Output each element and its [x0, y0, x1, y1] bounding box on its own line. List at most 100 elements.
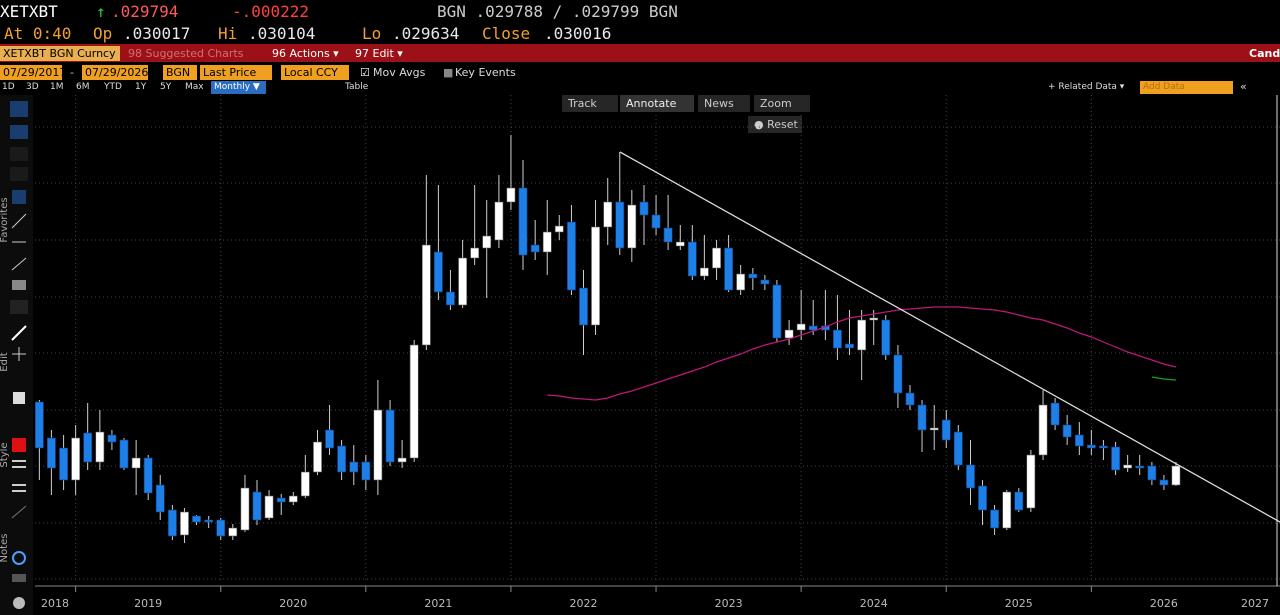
- reset-label: Reset: [767, 118, 798, 131]
- field[interactable]: Last Price: [200, 65, 272, 80]
- candle-body: [1014, 491, 1024, 511]
- suggested-charts[interactable]: 98 Suggested Charts: [128, 47, 244, 60]
- change: -.000222: [232, 2, 310, 21]
- candle-body: [651, 214, 661, 229]
- candle-body: [808, 325, 818, 331]
- period-button[interactable]: 3D: [26, 82, 39, 92]
- security[interactable]: XETXBT BGN Curncy: [0, 46, 120, 61]
- trendline: [619, 151, 1280, 523]
- candle-body: [204, 519, 214, 523]
- candle-body: [1050, 402, 1060, 426]
- candle-body: [35, 401, 44, 449]
- candle-body: [458, 257, 468, 306]
- candle-body: [784, 329, 794, 339]
- candle-body: [288, 495, 298, 503]
- candle-body: [966, 464, 975, 489]
- candle-body: [978, 485, 987, 511]
- candle-body: [615, 201, 625, 249]
- quote-label: Op: [93, 24, 113, 43]
- candle-body: [1026, 454, 1036, 509]
- checkbox[interactable]: ☑: [360, 66, 370, 79]
- frequency[interactable]: Monthly ▼: [211, 81, 266, 94]
- candle-body: [1062, 424, 1072, 438]
- candle-body: [95, 431, 105, 463]
- sidebar-label: Style: [0, 442, 10, 467]
- arrow: ↑: [96, 2, 106, 21]
- currency[interactable]: Local CCY: [281, 65, 349, 80]
- period-button[interactable]: Max: [185, 82, 204, 92]
- candle-body: [192, 515, 201, 523]
- candle-body: [905, 392, 915, 406]
- period-button[interactable]: YTD: [104, 82, 122, 92]
- candle-body: [603, 201, 613, 228]
- candle-body: [276, 497, 286, 503]
- ticker: XETXBT: [0, 2, 58, 21]
- candle-body: [530, 244, 540, 253]
- checkbox[interactable]: ■: [443, 66, 454, 79]
- tool-button[interactable]: Zoom: [754, 95, 810, 112]
- moving-average: [1151, 376, 1177, 381]
- period-button[interactable]: 5Y: [160, 82, 172, 92]
- quote-value: .030016: [544, 24, 612, 43]
- actions-menu[interactable]: 96 Actions ▾: [272, 47, 339, 60]
- end-date[interactable]: 07/29/2026: [82, 65, 148, 80]
- candle-body: [385, 409, 395, 463]
- candle-body: [313, 441, 322, 473]
- key-events[interactable]: Key Events: [455, 66, 516, 79]
- toolbar: [0, 95, 33, 615]
- candle-body: [300, 471, 310, 497]
- period-button[interactable]: 1D: [2, 82, 15, 92]
- candle-body: [252, 491, 262, 521]
- candle-body: [627, 204, 637, 249]
- x-tick-label: 2020: [279, 597, 307, 610]
- candle-body: [1135, 465, 1145, 469]
- candle-body: [506, 187, 516, 203]
- reset-icon: ●: [754, 118, 768, 131]
- collapse[interactable]: «: [1240, 80, 1247, 93]
- candle-body: [83, 432, 93, 463]
- candle-body: [748, 273, 758, 279]
- quote-label: Close: [482, 24, 531, 43]
- source[interactable]: BGN: [163, 65, 197, 80]
- candle-body: [675, 241, 685, 247]
- candle-body: [796, 323, 806, 331]
- tool-button[interactable]: Track: [562, 95, 618, 112]
- candle-body: [736, 273, 746, 291]
- candle-body: [1038, 404, 1048, 456]
- edit-menu[interactable]: 97 Edit ▾: [355, 47, 403, 60]
- x-tick-label: 2021: [424, 597, 452, 610]
- candle-body: [71, 437, 81, 481]
- candle-body: [264, 495, 274, 519]
- candle-body: [494, 201, 504, 241]
- candle-body: [567, 221, 576, 291]
- chart-type[interactable]: Cand: [1249, 47, 1280, 60]
- candle-body: [470, 247, 480, 259]
- candle-body: [554, 225, 564, 233]
- related-data[interactable]: + Related Data ▾: [1048, 82, 1125, 92]
- period-button[interactable]: 1Y: [135, 82, 147, 92]
- candle-body: [59, 447, 68, 481]
- candle-body: [228, 527, 238, 537]
- candle-body: [168, 509, 177, 537]
- period-button[interactable]: 1M: [50, 82, 64, 92]
- sidebar-label: Favorites: [0, 197, 10, 242]
- period-button[interactable]: 6M: [76, 82, 90, 92]
- reset-button[interactable]: ● Reset: [748, 116, 802, 133]
- candle-body: [119, 439, 129, 469]
- add-data[interactable]: Add Data: [1140, 81, 1233, 94]
- candle-body: [107, 434, 117, 443]
- mov-avgs[interactable]: Mov Avgs: [373, 66, 426, 79]
- candle-body: [373, 409, 383, 481]
- candle-body: [433, 251, 443, 293]
- tool-button[interactable]: Annotate: [620, 95, 694, 112]
- table-button[interactable]: Table: [345, 82, 369, 92]
- candle-body: [1159, 479, 1169, 486]
- tool-button[interactable]: News: [698, 95, 750, 112]
- x-tick-label: 2024: [860, 597, 888, 610]
- start-date[interactable]: 07/29/2017: [0, 65, 66, 80]
- candle-body: [845, 343, 854, 349]
- candle-body: [1147, 465, 1157, 481]
- candle-body: [542, 231, 552, 253]
